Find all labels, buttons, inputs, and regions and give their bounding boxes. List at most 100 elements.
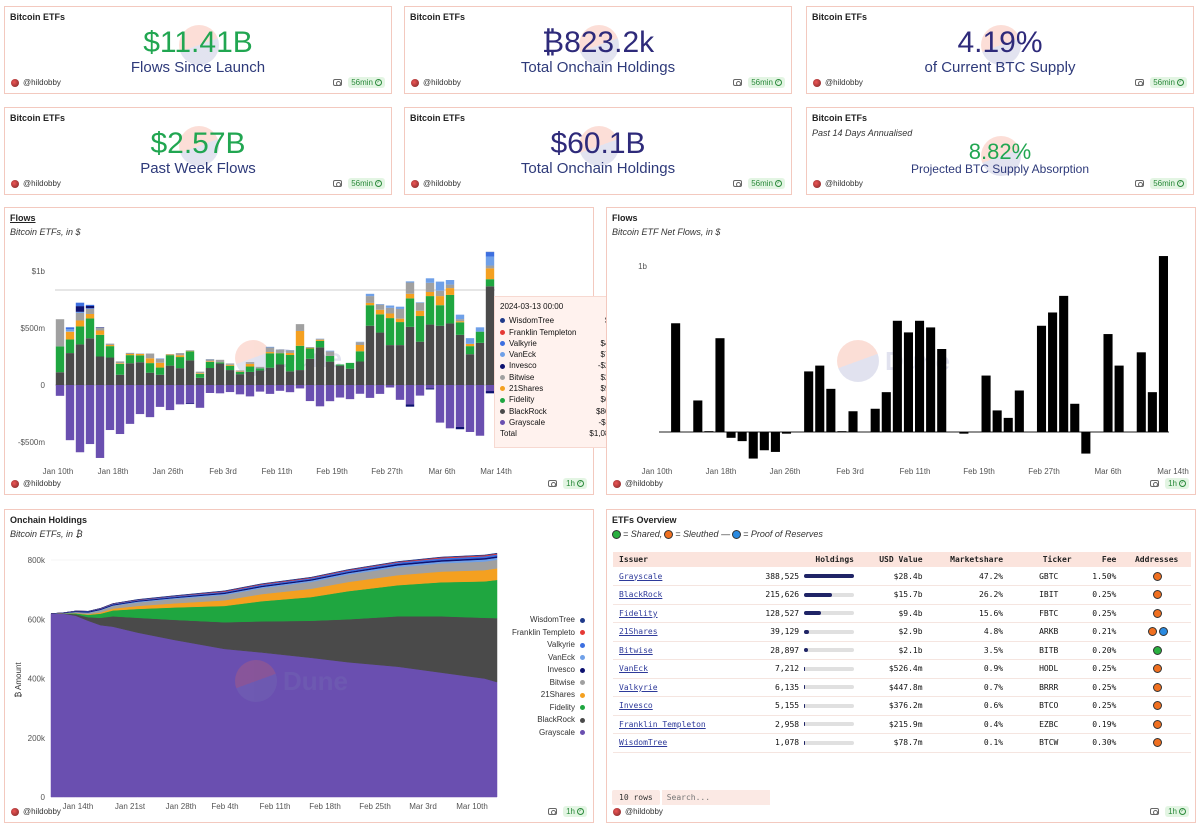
net-flow-bar[interactable] — [759, 432, 769, 451]
flow-bar-segment[interactable] — [125, 363, 135, 385]
flow-bar-segment[interactable] — [195, 385, 205, 408]
address-icon[interactable] — [1153, 682, 1163, 692]
flow-bar-segment[interactable] — [55, 319, 65, 347]
flow-bar-segment[interactable] — [315, 340, 325, 348]
net-flow-bar[interactable] — [1114, 365, 1124, 432]
flow-bar-segment[interactable] — [485, 265, 495, 269]
net-flow-bar[interactable] — [704, 431, 714, 432]
flow-bar-segment[interactable] — [375, 304, 385, 310]
flow-bar-segment[interactable] — [295, 370, 305, 385]
net-flow-bar[interactable] — [1147, 392, 1157, 432]
flow-bar-segment[interactable] — [365, 302, 375, 306]
flow-bar-segment[interactable] — [155, 367, 165, 375]
flow-bar-segment[interactable] — [195, 373, 205, 378]
refresh-badge[interactable]: 1h ✓ — [563, 806, 587, 817]
flow-bar-segment[interactable] — [335, 364, 345, 366]
flow-bar-segment[interactable] — [305, 348, 315, 359]
flow-bar-segment[interactable] — [355, 342, 365, 345]
flow-bar-segment[interactable] — [145, 353, 155, 359]
author-name[interactable]: @hildobby — [23, 807, 61, 816]
net-flow-bar[interactable] — [815, 365, 825, 432]
flow-bar-segment[interactable] — [145, 372, 155, 385]
net-flow-bar[interactable] — [959, 432, 969, 434]
search-input[interactable] — [661, 790, 770, 805]
flow-bar-segment[interactable] — [145, 358, 155, 364]
flow-bar-segment[interactable] — [395, 308, 405, 319]
flow-bar-segment[interactable] — [225, 363, 235, 365]
flow-bar-segment[interactable] — [445, 385, 455, 429]
flow-bar-segment[interactable] — [295, 385, 305, 389]
column-header[interactable]: Holdings — [735, 552, 860, 567]
flow-bar-segment[interactable] — [85, 385, 95, 445]
flow-bar-segment[interactable] — [385, 313, 395, 319]
address-icon[interactable] — [1153, 608, 1163, 618]
flow-bar-segment[interactable] — [425, 296, 435, 325]
flow-bar-segment[interactable] — [255, 368, 265, 371]
author-name[interactable]: @hildobby — [423, 78, 461, 87]
flow-bar-segment[interactable] — [395, 306, 405, 309]
flow-bar-segment[interactable] — [345, 368, 355, 385]
address-icon[interactable] — [1158, 627, 1168, 637]
flow-bar-segment[interactable] — [295, 324, 305, 331]
net-flow-bar[interactable] — [848, 411, 858, 432]
camera-icon[interactable] — [1135, 79, 1145, 86]
flow-bar-segment[interactable] — [335, 385, 345, 398]
flow-bar-segment[interactable] — [155, 385, 165, 407]
flow-bar-segment[interactable] — [155, 358, 165, 363]
flow-bar-segment[interactable] — [485, 385, 495, 392]
flow-bar-segment[interactable] — [215, 362, 225, 364]
flow-bar-segment[interactable] — [115, 361, 125, 364]
flow-bar-segment[interactable] — [365, 305, 375, 326]
flow-bar-segment[interactable] — [185, 351, 195, 361]
holdings-chart[interactable]: 800k 600k 400k 200k 0 ₿ Amount Jan 14th Jan 21s… — [5, 510, 595, 824]
net-flow-bar[interactable] — [1048, 312, 1058, 432]
author-name[interactable]: @hildobby — [23, 179, 61, 188]
flow-bar-segment[interactable] — [155, 374, 165, 385]
flow-bar-segment[interactable] — [395, 322, 405, 346]
flow-bar-segment[interactable] — [275, 364, 285, 385]
camera-icon[interactable] — [733, 180, 743, 187]
net-flow-bar[interactable] — [804, 371, 814, 432]
refresh-badge[interactable]: 1h ✓ — [1165, 478, 1189, 489]
flow-bar-segment[interactable] — [455, 385, 465, 427]
net-flow-bar[interactable] — [870, 408, 880, 432]
flow-bar-segment[interactable] — [235, 374, 245, 385]
flow-bar-segment[interactable] — [355, 351, 365, 362]
camera-icon[interactable] — [333, 79, 343, 86]
flow-bar-segment[interactable] — [285, 350, 295, 353]
net-flow-bar[interactable] — [770, 432, 780, 452]
flow-bar-segment[interactable] — [175, 368, 185, 385]
net-flow-bar[interactable] — [837, 431, 847, 432]
flow-bar-segment[interactable] — [335, 365, 345, 385]
net-flows-chart[interactable]: 1b Jan 10th Jan 18th Jan 26th Feb 3rd Feb 11t… — [607, 208, 1197, 496]
flow-bar-segment[interactable] — [455, 426, 465, 430]
flow-bar-segment[interactable] — [425, 282, 435, 292]
flow-bar-segment[interactable] — [115, 363, 125, 364]
flow-bar-segment[interactable] — [315, 339, 325, 341]
flow-bar-segment[interactable] — [345, 362, 355, 369]
flow-bar-segment[interactable] — [255, 370, 265, 385]
author-name[interactable]: @hildobby — [23, 78, 61, 87]
author-name[interactable]: @hildobby — [625, 807, 663, 816]
flow-bar-segment[interactable] — [435, 290, 445, 297]
flow-bar-segment[interactable] — [105, 385, 115, 431]
net-flow-bar[interactable] — [1036, 325, 1047, 432]
flow-bar-segment[interactable] — [125, 385, 135, 424]
flow-bar-segment[interactable] — [75, 302, 85, 307]
refresh-badge[interactable]: 56min ✓ — [348, 178, 385, 189]
flow-bar-segment[interactable] — [245, 385, 255, 397]
flow-bar-segment[interactable] — [75, 344, 85, 385]
flow-bar-segment[interactable] — [95, 330, 105, 335]
camera-icon[interactable] — [333, 180, 343, 187]
net-flow-bar[interactable] — [737, 432, 747, 442]
flow-bar-segment[interactable] — [465, 343, 475, 347]
flow-bar-segment[interactable] — [375, 314, 385, 333]
flow-bar-segment[interactable] — [235, 385, 245, 395]
flow-bar-segment[interactable] — [395, 385, 405, 400]
flow-bar-segment[interactable] — [485, 279, 495, 287]
flow-bar-segment[interactable] — [385, 318, 395, 346]
flow-bar-segment[interactable] — [245, 362, 255, 364]
address-icon[interactable] — [1153, 719, 1163, 729]
flow-bar-segment[interactable] — [395, 345, 405, 385]
flow-bar-segment[interactable] — [365, 293, 375, 297]
